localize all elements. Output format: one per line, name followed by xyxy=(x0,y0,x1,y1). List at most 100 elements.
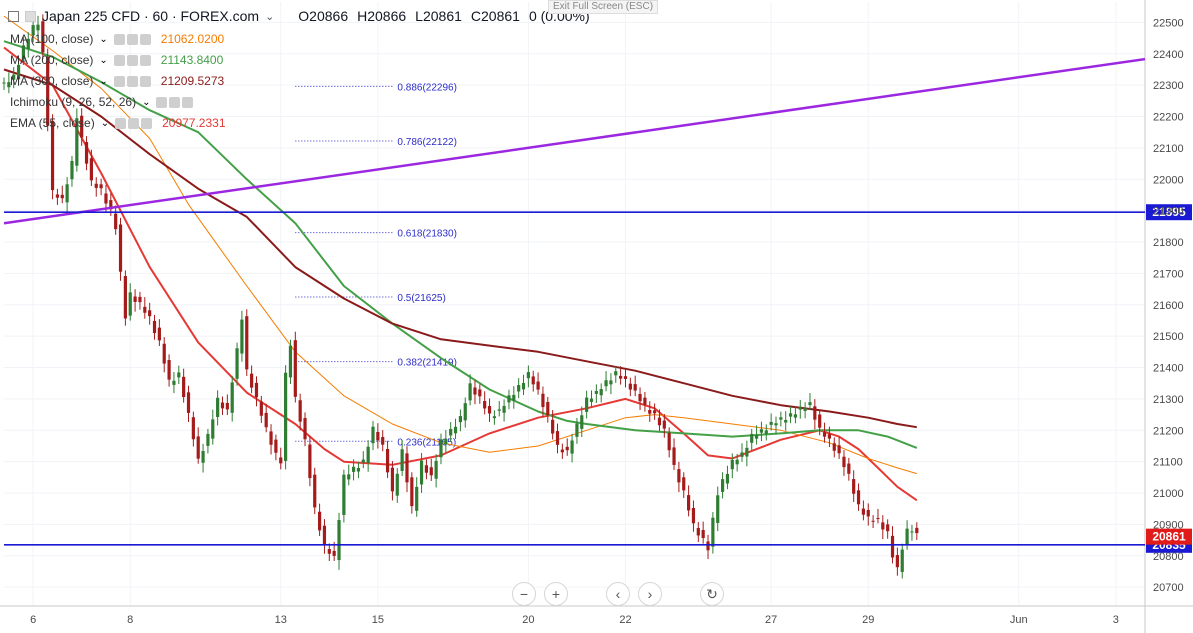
x-tick-label: 3 xyxy=(1113,614,1119,626)
candle-body xyxy=(245,316,249,370)
indicator-legend-row[interactable]: EMA (55, close) ⌄ 20977.2331 xyxy=(10,115,226,131)
scroll-left-button[interactable]: ‹ xyxy=(606,582,630,606)
remove-icon[interactable] xyxy=(139,33,151,45)
chart-header: Japan 225 CFD · 60 · FOREX.com ⌄ O20866 … xyxy=(8,6,590,26)
candle-body xyxy=(890,535,895,558)
remove-icon[interactable] xyxy=(139,54,151,66)
candle-body xyxy=(424,465,429,473)
chevron-down-icon[interactable]: ⌄ xyxy=(100,117,110,129)
x-tick-label: 20 xyxy=(522,614,534,626)
indicator-controls xyxy=(113,33,151,45)
candle-body xyxy=(21,45,26,60)
candle-body xyxy=(84,142,89,164)
chevron-down-icon[interactable]: ⌄ xyxy=(99,33,108,45)
y-tick-label: 20700 xyxy=(1153,582,1184,594)
indicator-legend-row[interactable]: MA (200, close) ⌄ 21143.8400 xyxy=(10,52,223,68)
candle-body xyxy=(667,432,671,451)
settings-icon[interactable] xyxy=(126,54,138,66)
candle-body xyxy=(507,395,511,403)
remove-icon[interactable] xyxy=(182,96,194,108)
y-tick-label: 21900 xyxy=(1153,206,1184,218)
candle-body xyxy=(94,183,98,188)
candle-body xyxy=(497,409,501,411)
candle-body xyxy=(419,460,424,485)
exit-full-screen-button[interactable]: Exit Full Screen (ESC) xyxy=(548,0,659,14)
candle-body xyxy=(89,158,93,181)
settings-icon[interactable] xyxy=(169,96,181,108)
remove-icon[interactable] xyxy=(139,75,151,87)
indicator-name: MA (200, close) xyxy=(10,53,94,67)
indicator-legend-row[interactable]: Ichimoku (9, 26, 52, 26) ⌄ xyxy=(10,94,194,110)
candle-body xyxy=(784,419,788,423)
zoom-in-button[interactable]: + xyxy=(544,582,568,606)
candle-body xyxy=(653,410,657,414)
candle-body xyxy=(886,524,890,532)
collapse-icon[interactable] xyxy=(8,10,19,22)
indicator-legend-row[interactable]: MA (100, close) ⌄ 21062.0200 xyxy=(10,31,224,47)
chevron-down-icon[interactable]: ⌄ xyxy=(99,75,108,87)
candle-body xyxy=(143,306,147,313)
chevron-down-icon[interactable]: ⌄ xyxy=(265,10,275,23)
candle-body xyxy=(288,345,293,378)
candle-body xyxy=(317,511,322,531)
candle-body xyxy=(541,393,545,408)
candle-body xyxy=(16,64,21,80)
chevron-down-icon[interactable]: ⌄ xyxy=(99,54,108,66)
settings-icon[interactable] xyxy=(126,33,138,45)
candle-body xyxy=(536,381,540,390)
y-tick-label: 21100 xyxy=(1153,457,1183,469)
settings-icon[interactable] xyxy=(128,117,140,129)
candle-body xyxy=(128,292,132,316)
candle-body xyxy=(201,450,205,463)
y-tick-label: 21000 xyxy=(1153,488,1184,500)
candle-body xyxy=(250,373,254,388)
candle-body xyxy=(371,426,375,444)
candle-body xyxy=(114,213,118,230)
indicator-controls xyxy=(156,96,194,108)
indicator-value: 20977.2331 xyxy=(162,116,226,130)
reset-chart-button[interactable]: ↻ xyxy=(700,582,724,606)
candle-body xyxy=(720,479,725,492)
indicator-value: 21062.0200 xyxy=(160,32,225,46)
candle-body xyxy=(905,528,909,545)
zoom-out-button[interactable]: − xyxy=(512,582,536,606)
candle-body xyxy=(599,389,603,396)
eye-icon[interactable] xyxy=(156,96,168,108)
candle-body xyxy=(895,555,899,568)
price-tag-box xyxy=(1146,204,1192,221)
candle-body xyxy=(706,541,710,551)
candle-body xyxy=(405,453,409,483)
y-tick-label: 22300 xyxy=(1153,80,1184,92)
indicator-name: MA (100, close) xyxy=(10,32,94,46)
eye-icon[interactable] xyxy=(113,75,125,87)
x-tick-label: 13 xyxy=(275,614,287,626)
candle-body xyxy=(191,417,195,440)
candle-body xyxy=(682,477,686,491)
candle-body xyxy=(803,407,807,411)
candle-body xyxy=(856,490,861,505)
remove-icon[interactable] xyxy=(141,117,153,129)
candle-body xyxy=(75,118,79,166)
x-tick-label: Jun xyxy=(1010,614,1028,626)
candle-body xyxy=(585,397,589,412)
candle-body xyxy=(827,434,832,439)
candle-body xyxy=(220,402,225,409)
settings-icon[interactable] xyxy=(126,75,138,87)
candle-body xyxy=(332,550,336,556)
candle-body xyxy=(750,433,754,443)
indicator-value: 21209.5273 xyxy=(160,74,225,88)
candle-body xyxy=(876,518,880,520)
candle-body xyxy=(65,184,69,203)
chevron-down-icon[interactable]: ⌄ xyxy=(142,96,151,108)
eye-icon[interactable] xyxy=(113,54,125,66)
candle-body xyxy=(138,296,142,303)
candle-body xyxy=(254,382,259,398)
eye-icon[interactable] xyxy=(113,33,125,45)
indicator-controls xyxy=(115,117,153,129)
candle-body xyxy=(293,340,297,397)
symbol-title[interactable]: Japan 225 CFD · 60 · FOREX.com xyxy=(42,8,260,24)
indicator-legend-row[interactable]: MA (300, close) ⌄ 21209.5273 xyxy=(10,73,224,89)
scroll-right-button[interactable]: › xyxy=(638,582,662,606)
eye-icon[interactable] xyxy=(115,117,127,129)
